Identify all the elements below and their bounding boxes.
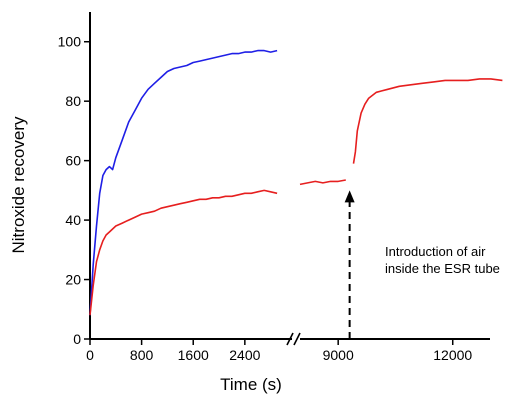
- y-tick-label: 100: [58, 34, 82, 50]
- axis-break-mark-1: [286, 332, 294, 346]
- x-tick-label: 2400: [229, 347, 260, 363]
- y-tick-label: 20: [65, 272, 81, 288]
- x-tick-label: 0: [86, 347, 94, 363]
- y-axis-title: Nitroxide recovery: [9, 116, 28, 253]
- y-tick-label: 0: [73, 331, 81, 347]
- x-tick-label: 9000: [323, 347, 354, 363]
- y-tick-label: 60: [65, 153, 81, 169]
- series-line-3: [299, 179, 346, 186]
- y-tick-label: 40: [65, 212, 81, 228]
- x-tick-label: 800: [130, 347, 154, 363]
- y-tick-label: 80: [65, 93, 81, 109]
- x-axis-title: Time (s): [220, 375, 282, 394]
- axes: 0 20 40 60 80 100 0 800 1600 2400 9000 12000: [58, 12, 490, 363]
- series-line-1: [89, 49, 278, 316]
- x-tick-label: 1600: [178, 347, 209, 363]
- annotation-line-1: Introduction of air: [385, 244, 486, 259]
- annotation-line-2: inside the ESR tube: [385, 261, 500, 276]
- axis-break-mark-2: [293, 332, 301, 346]
- annotation-arrow-head: [344, 190, 355, 203]
- x-tick-label: 12000: [433, 347, 472, 363]
- series-layer: [89, 49, 503, 316]
- annotation-layer: Introduction of air inside the ESR tube: [344, 190, 500, 339]
- series-line-2: [89, 189, 278, 316]
- series-line-4: [352, 78, 503, 164]
